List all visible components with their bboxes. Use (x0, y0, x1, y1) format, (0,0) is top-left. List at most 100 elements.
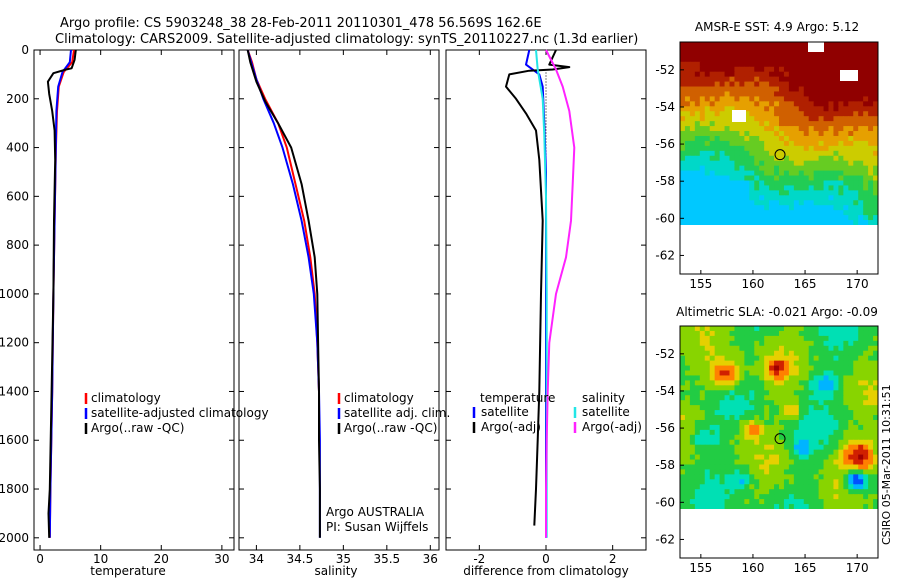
sla-cell (719, 380, 726, 386)
sst-cell (793, 180, 800, 187)
sst-cell (783, 66, 790, 73)
sst-cell (848, 101, 854, 107)
sst-cell (714, 195, 721, 201)
sla-cell (873, 469, 878, 475)
sla-cell (749, 410, 755, 416)
sst-cell (783, 51, 790, 58)
sla-cell (843, 400, 849, 406)
sst-cell (739, 126, 745, 132)
sla-cell (704, 355, 711, 362)
sla-cell (858, 405, 864, 411)
sst-cell (823, 116, 830, 122)
sla-cell (749, 434, 755, 441)
sla-cell (694, 380, 701, 386)
sla-cell (838, 380, 844, 386)
sst-cell (798, 200, 805, 206)
sst-cell (739, 106, 745, 112)
sla-cell (744, 360, 750, 367)
sla-cell (719, 340, 726, 347)
sla-cell (699, 454, 706, 461)
sst-cell (749, 106, 755, 112)
sst-cell (813, 205, 820, 211)
sla-cell (734, 469, 740, 475)
sst-cell (808, 150, 815, 157)
sla-cell (873, 385, 878, 391)
sst-cell (749, 190, 755, 196)
sla-cell (808, 355, 815, 362)
sla-cell (798, 370, 805, 377)
sla-cell (744, 504, 750, 509)
sla-cell (764, 355, 770, 362)
sst-cell (704, 185, 711, 191)
sla-cell (868, 489, 874, 495)
sst-cell (779, 96, 785, 102)
sla-cell (704, 385, 711, 391)
sla-cell (734, 345, 740, 352)
sla-cell (774, 419, 780, 426)
sst-cell (774, 81, 780, 88)
sla-cell (788, 390, 795, 396)
sst-cell (823, 195, 830, 201)
sla-cell (803, 410, 810, 416)
sst-cell (813, 126, 820, 132)
sst-cell (734, 61, 740, 68)
sst-cell (694, 215, 701, 221)
sst-cell (680, 175, 686, 182)
sst-cell (749, 46, 755, 53)
sst-cell (843, 46, 849, 53)
sla-cell (729, 326, 736, 332)
sla-cell (823, 424, 830, 431)
sst-cell (774, 111, 780, 117)
sst-cell (808, 200, 815, 206)
sla-cell (689, 459, 696, 466)
sst-cell (724, 170, 731, 177)
sst-cell (868, 170, 874, 177)
sla-cell (858, 395, 864, 401)
sst-cell (689, 96, 696, 102)
sst-cell (843, 175, 849, 182)
sst-cell (823, 165, 830, 172)
sla-cell (744, 459, 750, 466)
sst-cell (803, 42, 810, 48)
sla-cell (818, 330, 825, 337)
sla-cell (793, 370, 800, 377)
sst-cell (838, 170, 844, 177)
sla-cell (818, 405, 825, 411)
sla-cell (838, 330, 844, 337)
sst-cell (774, 46, 780, 53)
sst-cell (694, 66, 701, 73)
sla-cell (813, 340, 820, 347)
sla-cell (759, 410, 765, 416)
sst-cell (828, 170, 835, 177)
sst-cell (798, 180, 805, 187)
sla-cell (783, 390, 790, 396)
sst-cell (843, 195, 849, 201)
sla-cell (858, 360, 864, 367)
sla-cell (858, 434, 864, 441)
sla-cell (868, 380, 874, 386)
sst-cell (769, 46, 775, 53)
sla-cell (680, 449, 686, 456)
sst-cell (779, 51, 785, 58)
sst-cell (719, 56, 726, 63)
sst-cell (828, 56, 835, 63)
sst-cell (764, 140, 770, 147)
sst-cell (788, 200, 795, 206)
sla-cell (818, 474, 825, 480)
sla-cell (838, 429, 844, 436)
sst-cell (853, 116, 859, 122)
sla-cell (843, 375, 849, 382)
sst-cell (719, 170, 726, 177)
sla-cell (818, 429, 825, 436)
sst-cell (848, 42, 854, 48)
sla-cell (754, 439, 760, 446)
sla-cell (769, 380, 775, 386)
sla-cell (798, 410, 805, 416)
sla-cell (699, 415, 706, 421)
lat-tick-label: -54 (655, 100, 675, 114)
sla-cell (863, 454, 869, 461)
sst-cell (739, 121, 745, 127)
sst-cell (803, 126, 810, 132)
sla-cell (828, 424, 835, 431)
sla-cell (704, 395, 711, 401)
